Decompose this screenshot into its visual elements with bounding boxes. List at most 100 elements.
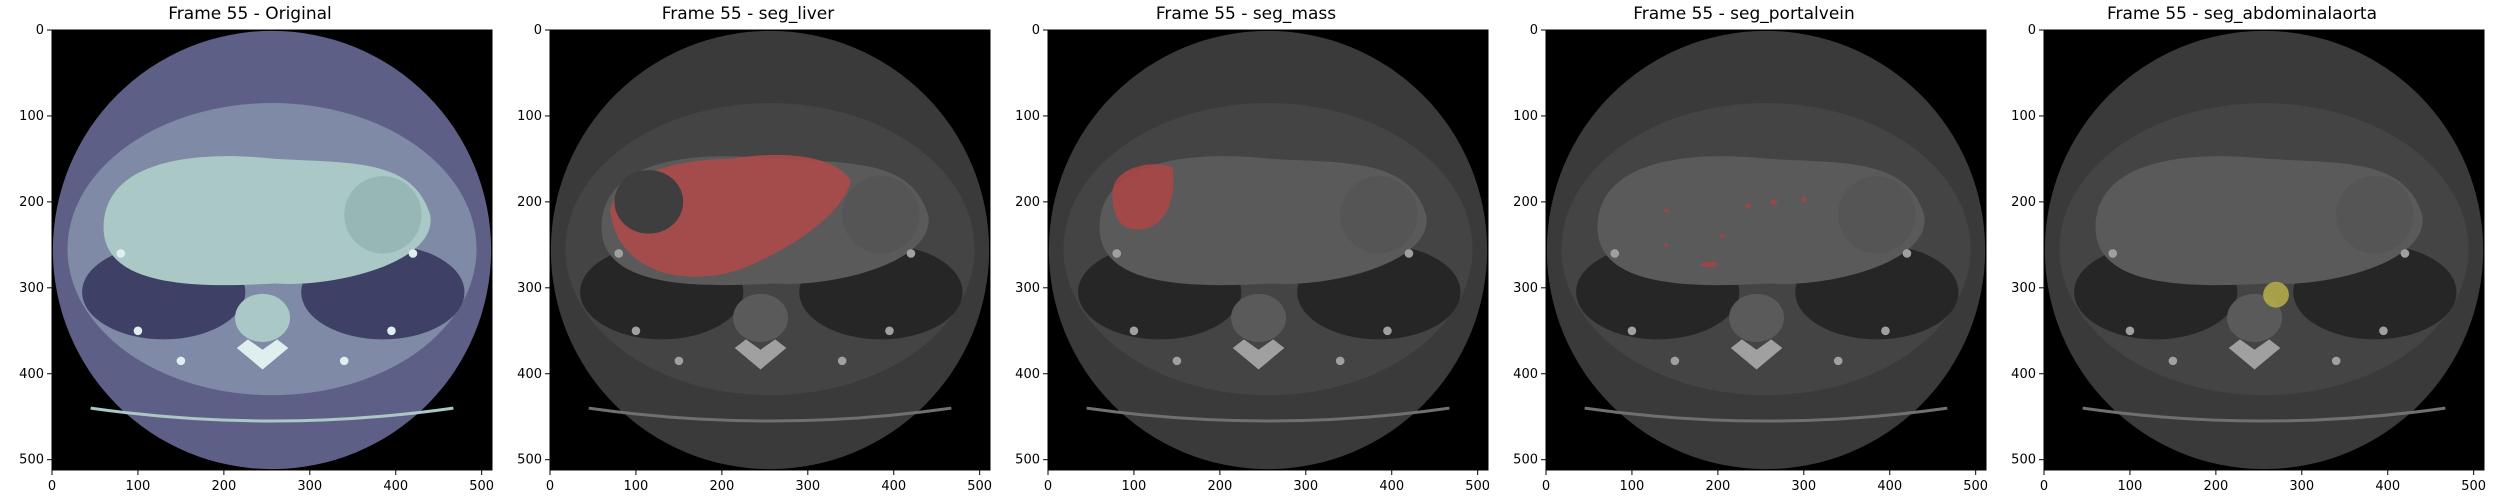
y-tick-label: 400 (517, 367, 542, 382)
y-tick-label: 200 (2011, 195, 2036, 210)
rib (614, 249, 624, 258)
portalvein-mask (1664, 243, 1669, 247)
x-tick-label: 400 (1379, 479, 1404, 494)
ct-image (550, 30, 990, 470)
axes-frame (2043, 29, 2485, 471)
ct-table (2082, 406, 2446, 423)
x-tick-label: 300 (297, 479, 322, 494)
image-axes: 0 0 100 100 200 200 300 300 400 400 500 500 (1513, 23, 1988, 494)
image-axes: 0 0 100 100 200 200 300 300 400 400 500 500 (517, 23, 992, 494)
x-tick-label: 200 (2203, 479, 2228, 494)
ct-image (2044, 30, 2484, 470)
y-tick-label: 400 (2011, 367, 2036, 382)
abdominal-organs (103, 156, 431, 286)
x-tick-label: 0 (1044, 479, 1052, 494)
stomach (1838, 176, 1916, 254)
y-tick-label: 200 (1015, 195, 1040, 210)
y-tick-label: 100 (19, 109, 44, 124)
spinal-process (1730, 339, 1783, 370)
ct-table (1584, 406, 1948, 423)
segmentation-overlay (2263, 281, 2289, 308)
y-tick-label: 200 (517, 195, 542, 210)
x-tick-label: 300 (1293, 479, 1318, 494)
panel-title: Frame 55 - Original (168, 4, 332, 24)
rib (1627, 326, 1637, 336)
portalvein-mask (1700, 262, 1718, 268)
vertebral-body (1231, 293, 1287, 342)
abdominal-organs (1099, 156, 1427, 286)
axes-frame (549, 29, 991, 471)
rib (1404, 249, 1414, 258)
rib (408, 249, 418, 258)
rib (116, 249, 126, 258)
segmentation-overlay (1663, 196, 1807, 268)
rib (1833, 356, 1843, 366)
portalvein-mask (1663, 208, 1669, 213)
x-tick-label: 0 (2040, 479, 2048, 494)
rib (2108, 249, 2118, 258)
axes-frame (1545, 29, 1987, 471)
portalvein-mask (1770, 199, 1778, 205)
rib (2168, 356, 2178, 366)
x-tick-label: 500 (2461, 479, 2486, 494)
x-tick-label: 400 (2375, 479, 2400, 494)
segmentation-overlay (1112, 164, 1174, 230)
ct-image (1546, 30, 1986, 470)
panel-seg-liver: Frame 55 - seg_liver 0 0 100 100 200 200 300 30… (498, 0, 998, 500)
rib (2125, 326, 2135, 336)
rib (1383, 326, 1392, 336)
abdominal-organs (2095, 156, 2423, 286)
y-tick-label: 400 (1015, 367, 1040, 382)
y-tick-label: 300 (2011, 281, 2036, 296)
panel-seg-portalvein: Frame 55 - seg_portalvein 0 0 100 100 200 200… (1494, 0, 1994, 500)
x-tick-label: 0 (1542, 479, 1550, 494)
x-tick-label: 200 (1705, 479, 1730, 494)
x-tick-label: 300 (795, 479, 820, 494)
rib (885, 326, 894, 336)
y-tick-label: 500 (1513, 453, 1538, 468)
x-tick-label: 100 (2118, 479, 2143, 494)
x-tick-label: 200 (211, 479, 236, 494)
rib (674, 356, 684, 366)
y-tick-label: 100 (1015, 109, 1040, 124)
stomach (344, 176, 422, 254)
y-tick-label: 400 (19, 367, 44, 382)
panel-title: Frame 55 - seg_liver (661, 4, 835, 24)
y-tick-label: 400 (1513, 367, 1538, 382)
stomach (842, 176, 920, 254)
ct-image (52, 30, 492, 470)
rib (2331, 356, 2341, 366)
x-tick-label: 500 (1465, 479, 1490, 494)
y-tick-label: 500 (517, 453, 542, 468)
y-tick-label: 300 (1513, 281, 1538, 296)
y-tick-label: 200 (1513, 195, 1538, 210)
rib (1112, 249, 1122, 258)
axes-frame (1047, 29, 1489, 471)
panel-title: Frame 55 - seg_mass (1155, 4, 1337, 24)
x-tick-label: 400 (1877, 479, 1902, 494)
abdominal-organs (1597, 156, 1925, 286)
rib (133, 326, 143, 336)
y-tick-label: 100 (517, 109, 542, 124)
portalvein-mask (1719, 234, 1725, 238)
x-tick-label: 0 (546, 479, 554, 494)
x-tick-label: 100 (126, 479, 151, 494)
rib (906, 249, 916, 258)
rib (1335, 356, 1345, 366)
y-tick-label: 0 (36, 23, 44, 38)
vertebral-body (1729, 293, 1785, 342)
rib (2379, 326, 2388, 336)
vertebral-body (733, 293, 789, 342)
x-tick-label: 0 (48, 479, 56, 494)
panel-title: Frame 55 - seg_abdominalaorta (2106, 4, 2378, 24)
image-axes: 0 0 100 100 200 200 300 300 400 400 500 500 (19, 23, 494, 494)
x-tick-label: 300 (1791, 479, 1816, 494)
stomach (1340, 176, 1418, 254)
y-tick-label: 500 (2011, 453, 2036, 468)
mass-mask (1112, 164, 1174, 230)
y-tick-label: 500 (19, 453, 44, 468)
ct-table (1086, 406, 1450, 423)
rib (1129, 326, 1139, 336)
spinal-process (2228, 339, 2281, 370)
stomach (2336, 176, 2414, 254)
